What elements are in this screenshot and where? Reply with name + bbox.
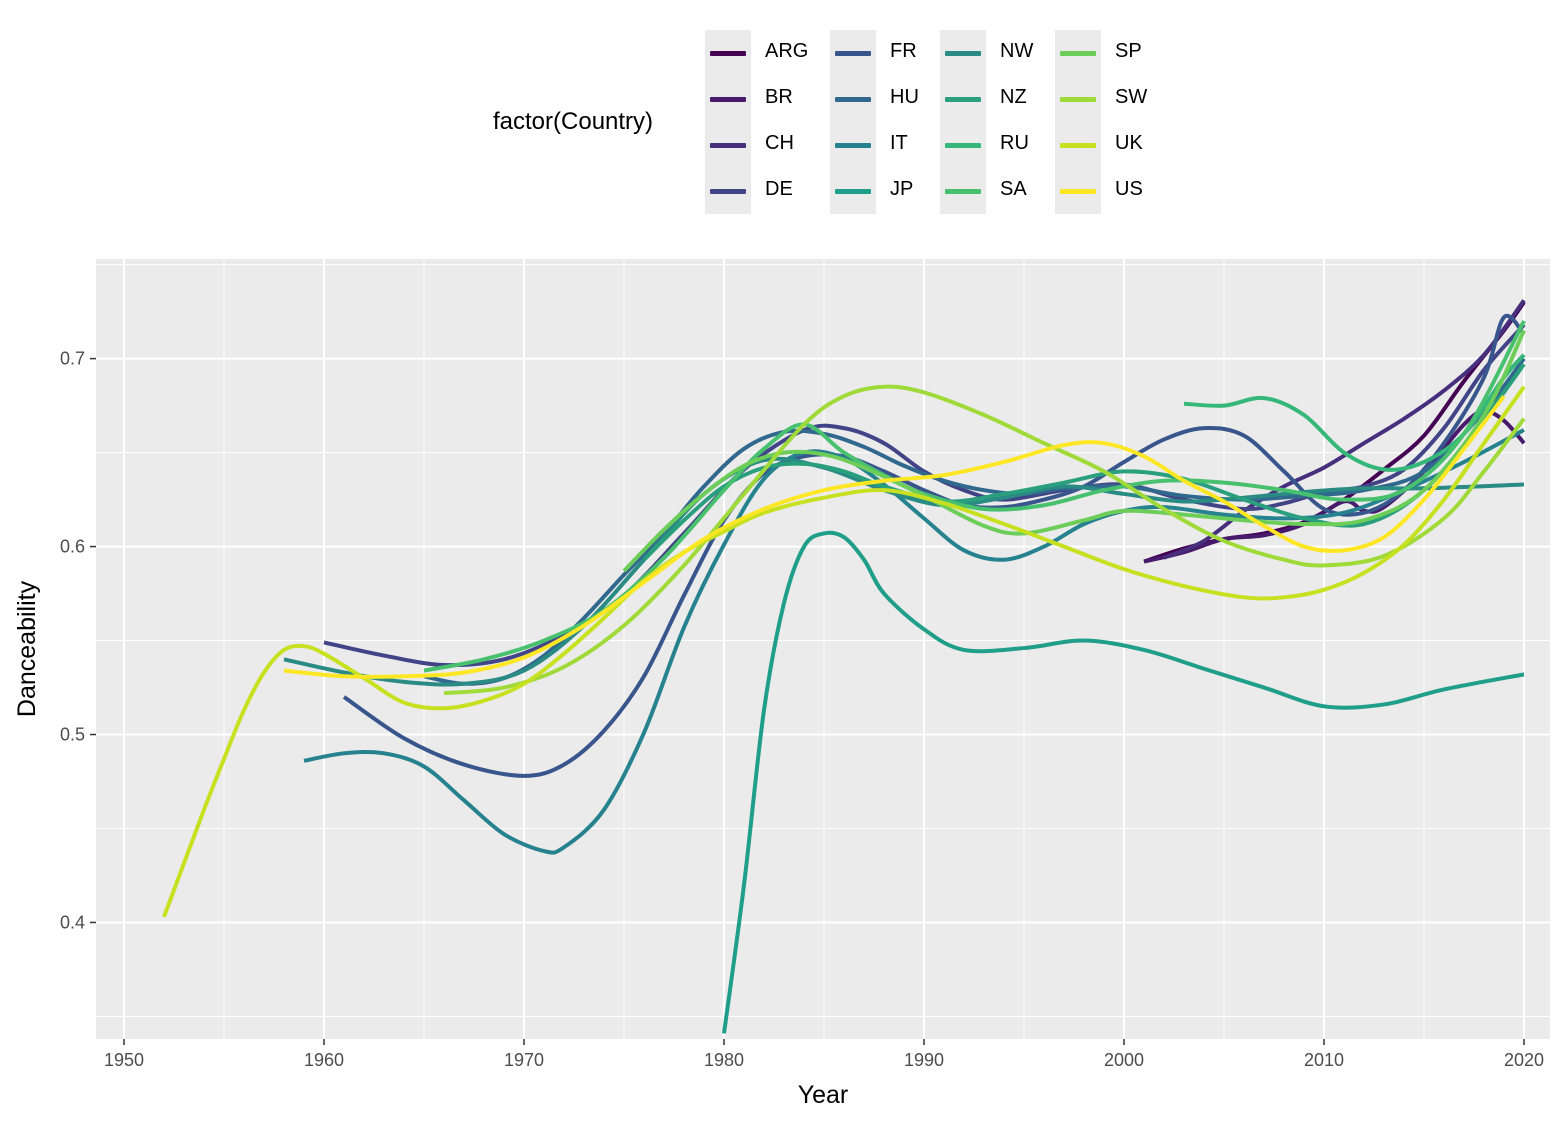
legend-label: IT [890, 132, 908, 154]
legend-key [940, 30, 986, 76]
legend-swatch [710, 51, 746, 56]
legend-key [705, 30, 751, 76]
legend-label: FR [890, 40, 917, 62]
legend-key [940, 122, 986, 168]
legend-swatch [1060, 143, 1096, 148]
x-tick-label: 1980 [704, 1050, 744, 1070]
legend-key [1055, 76, 1101, 122]
legend-key [830, 122, 876, 168]
legend-swatch [835, 97, 871, 102]
legend-label: UK [1115, 132, 1143, 154]
legend-label: CH [765, 132, 794, 154]
legend-swatch [1060, 97, 1096, 102]
legend-swatch [710, 97, 746, 102]
legend-key [705, 122, 751, 168]
y-tick-label: 0.5 [60, 725, 85, 745]
legend-swatch [1060, 189, 1096, 194]
legend-key [830, 76, 876, 122]
legend-label: SA [1000, 178, 1027, 200]
legend-key [1055, 122, 1101, 168]
legend-swatch [945, 143, 981, 148]
series-line-uk [162, 385, 1526, 918]
legend-label: NW [1000, 40, 1034, 62]
series-line-sw [443, 384, 1526, 696]
legend-label: SW [1115, 86, 1148, 108]
legend-swatch [945, 189, 981, 194]
x-axis-title: Year [798, 1081, 849, 1109]
legend-swatch [1060, 51, 1096, 56]
y-tick-label: 0.7 [60, 349, 85, 369]
y-tick-label: 0.4 [60, 912, 85, 932]
legend-swatch [945, 97, 981, 102]
x-tick-label: 2020 [1504, 1050, 1544, 1070]
x-tick-label: 2000 [1104, 1050, 1144, 1070]
legend-key [940, 168, 986, 214]
x-tick-label: 1960 [304, 1050, 344, 1070]
series-lines [162, 299, 1526, 1034]
legend-label: US [1115, 178, 1143, 200]
legend-swatch [835, 189, 871, 194]
legend-key [705, 76, 751, 122]
y-axis-title: Danceability [13, 580, 41, 717]
legend-key [830, 168, 876, 214]
legend-label: BR [765, 86, 793, 108]
legend-title: factor(Country) [493, 108, 654, 135]
legend-swatch [710, 143, 746, 148]
legend-key [940, 76, 986, 122]
x-tick-label: 2010 [1304, 1050, 1344, 1070]
legend-label: ARG [765, 40, 809, 62]
x-tick-label: 1970 [504, 1050, 544, 1070]
x-axis: 1950 1960 1970 1980 1990 2000 2010 2020 [104, 1039, 1544, 1070]
legend-label: SP [1115, 40, 1142, 62]
legend-label: RU [1000, 132, 1029, 154]
series-line-jp [722, 530, 1525, 1034]
legend-label: DE [765, 178, 793, 200]
legend-key [1055, 168, 1101, 214]
legend: factor(Country) ARG BR CH DE FR HU IT JP NW NZ RU S… [0, 0, 1566, 240]
y-tick-label: 0.6 [60, 537, 85, 557]
y-axis: 0.4 0.5 0.6 0.7 [60, 349, 96, 932]
legend-swatch [835, 51, 871, 56]
legend-label: NZ [1000, 86, 1027, 108]
legend-label: HU [890, 86, 919, 108]
x-tick-label: 1990 [904, 1050, 944, 1070]
legend-key [1055, 30, 1101, 76]
legend-label: JP [890, 178, 914, 200]
x-tick-label: 1950 [104, 1050, 144, 1070]
series-line-hu [423, 357, 1526, 686]
legend-swatch [945, 51, 981, 56]
legend-swatch [710, 189, 746, 194]
legend-swatch [835, 143, 871, 148]
legend-key [705, 168, 751, 214]
series-line-us [283, 394, 1506, 679]
plot-panel [96, 259, 1550, 1039]
legend-key [830, 30, 876, 76]
series-line-ru [1183, 353, 1526, 472]
